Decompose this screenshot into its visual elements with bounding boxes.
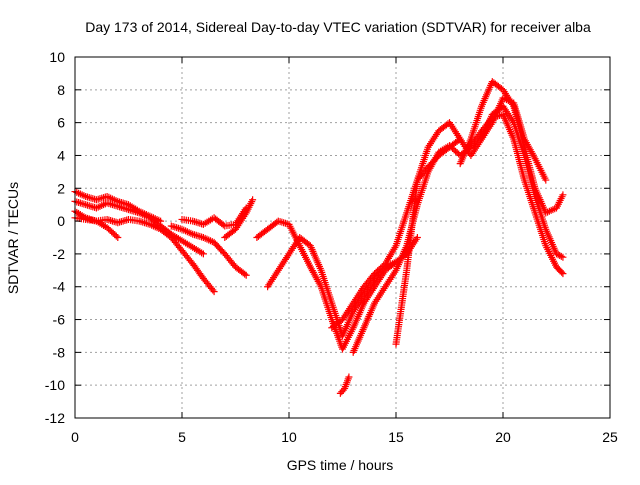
x-tick-label: 5 [178, 429, 186, 445]
y-tick-label: 8 [57, 82, 65, 98]
x-tick-label: 0 [71, 429, 79, 445]
y-tick-label: -6 [53, 312, 66, 328]
data-point [241, 270, 249, 278]
series-arc-a [71, 197, 207, 258]
data-point [542, 176, 550, 184]
data-point [209, 286, 217, 294]
y-tick-label: 6 [57, 115, 65, 131]
y-tick-label: -2 [53, 246, 66, 262]
chart-title: Day 173 of 2014, Sidereal Day-to-day VTE… [85, 19, 591, 35]
x-tick-label: 25 [602, 429, 618, 445]
data-point [559, 253, 567, 261]
series-arc-g [221, 196, 257, 241]
data-point [242, 271, 250, 279]
data-point [557, 252, 565, 260]
data-point [114, 234, 122, 241]
y-tick-label: 4 [57, 147, 65, 163]
y-tick-label: -4 [53, 279, 66, 295]
y-tick-label: 2 [57, 180, 65, 196]
y-tick-label: -10 [45, 377, 65, 393]
data-point [413, 234, 421, 241]
data-point [553, 250, 560, 258]
y-tick-label: 0 [57, 213, 65, 229]
series-arc-b [71, 214, 218, 296]
data-point [559, 270, 567, 278]
x-tick-label: 20 [495, 429, 511, 445]
data-point [558, 268, 566, 276]
data-point [210, 288, 218, 296]
data-point [556, 252, 564, 260]
y-axis-label: SDTVAR / TECUs [5, 182, 21, 294]
series-arc-c [71, 188, 165, 225]
data-point [199, 250, 207, 258]
series-arc-d [71, 207, 122, 241]
plot-frame [74, 56, 611, 419]
data-points [71, 78, 567, 397]
data-point [554, 251, 562, 259]
data-point [559, 191, 567, 199]
data-point [112, 232, 120, 240]
series-arc-e [167, 222, 250, 279]
series-arc-k [336, 373, 353, 397]
series-arc-i [264, 234, 421, 340]
x-axis-label: GPS time / hours [287, 457, 394, 473]
series-arc-o [478, 94, 550, 184]
y-tick-label: -12 [45, 410, 65, 426]
data-point [249, 196, 257, 204]
data-point [345, 373, 353, 381]
y-tick-label: 10 [49, 49, 65, 65]
grid [75, 57, 610, 418]
y-tick-label: -8 [53, 344, 66, 360]
x-tick-label: 10 [281, 429, 297, 445]
data-point [157, 217, 165, 225]
x-tick-label: 15 [388, 429, 404, 445]
data-point [339, 386, 347, 394]
series-arc-l [349, 110, 567, 356]
axis-ticks: 0 5 10 15 20 25 -12 -10 -8 -6 -4 -2 0 2 4 6 8 10 [45, 49, 618, 445]
series-arc-h [253, 217, 400, 353]
